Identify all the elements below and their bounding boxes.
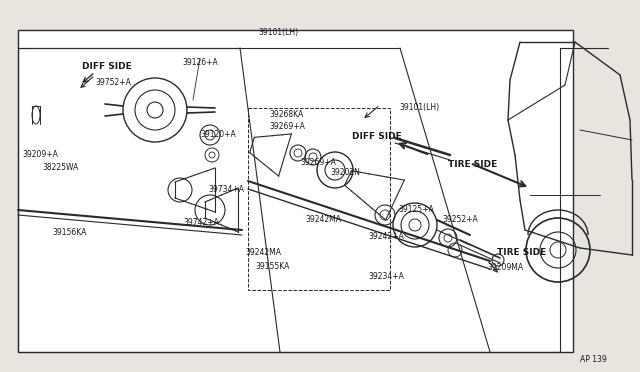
Text: 39752+A: 39752+A bbox=[95, 78, 131, 87]
Text: 38225WA: 38225WA bbox=[42, 163, 78, 172]
Bar bbox=[18, 30, 573, 352]
Text: 39234+A: 39234+A bbox=[368, 272, 404, 281]
Text: 39742+A: 39742+A bbox=[183, 218, 219, 227]
Text: 39125+A: 39125+A bbox=[398, 205, 434, 214]
Text: DIFF SIDE: DIFF SIDE bbox=[352, 132, 402, 141]
Text: 39155KA: 39155KA bbox=[255, 262, 289, 271]
Text: 39269+A: 39269+A bbox=[269, 122, 305, 131]
Text: 39734+A: 39734+A bbox=[208, 185, 244, 194]
Text: AP 139: AP 139 bbox=[580, 355, 607, 364]
Text: 39101(LH): 39101(LH) bbox=[258, 28, 298, 37]
Text: 39209MA: 39209MA bbox=[487, 263, 523, 272]
Text: DIFF SIDE: DIFF SIDE bbox=[82, 62, 132, 71]
Text: 39202N: 39202N bbox=[330, 168, 360, 177]
Text: TIRE SIDE: TIRE SIDE bbox=[448, 160, 497, 169]
Text: 39120+A: 39120+A bbox=[200, 130, 236, 139]
Text: 39242+A: 39242+A bbox=[368, 232, 404, 241]
Text: 39269+A: 39269+A bbox=[300, 158, 336, 167]
Text: 39252+A: 39252+A bbox=[442, 215, 477, 224]
Text: 39242MA: 39242MA bbox=[305, 215, 341, 224]
Text: 39209+A: 39209+A bbox=[22, 150, 58, 159]
Text: 39156KA: 39156KA bbox=[52, 228, 86, 237]
Text: TIRE SIDE: TIRE SIDE bbox=[497, 248, 547, 257]
Text: 39268KA: 39268KA bbox=[269, 110, 303, 119]
Text: 39242MA: 39242MA bbox=[245, 248, 281, 257]
Text: 39101(LH): 39101(LH) bbox=[399, 103, 439, 112]
Text: 39126+A: 39126+A bbox=[182, 58, 218, 67]
Ellipse shape bbox=[32, 106, 40, 124]
